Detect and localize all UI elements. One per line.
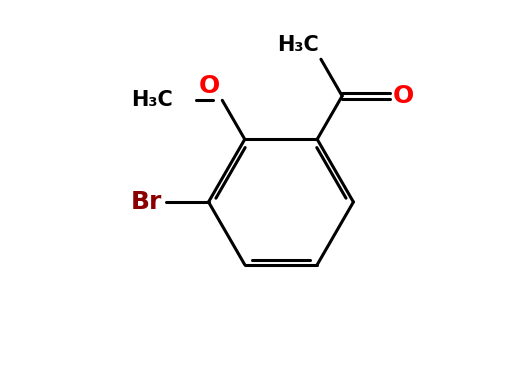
Text: O: O	[393, 84, 414, 108]
Text: H₃C: H₃C	[132, 90, 174, 110]
Text: Br: Br	[131, 190, 162, 214]
Text: H₃C: H₃C	[276, 35, 318, 55]
Text: O: O	[199, 74, 220, 98]
